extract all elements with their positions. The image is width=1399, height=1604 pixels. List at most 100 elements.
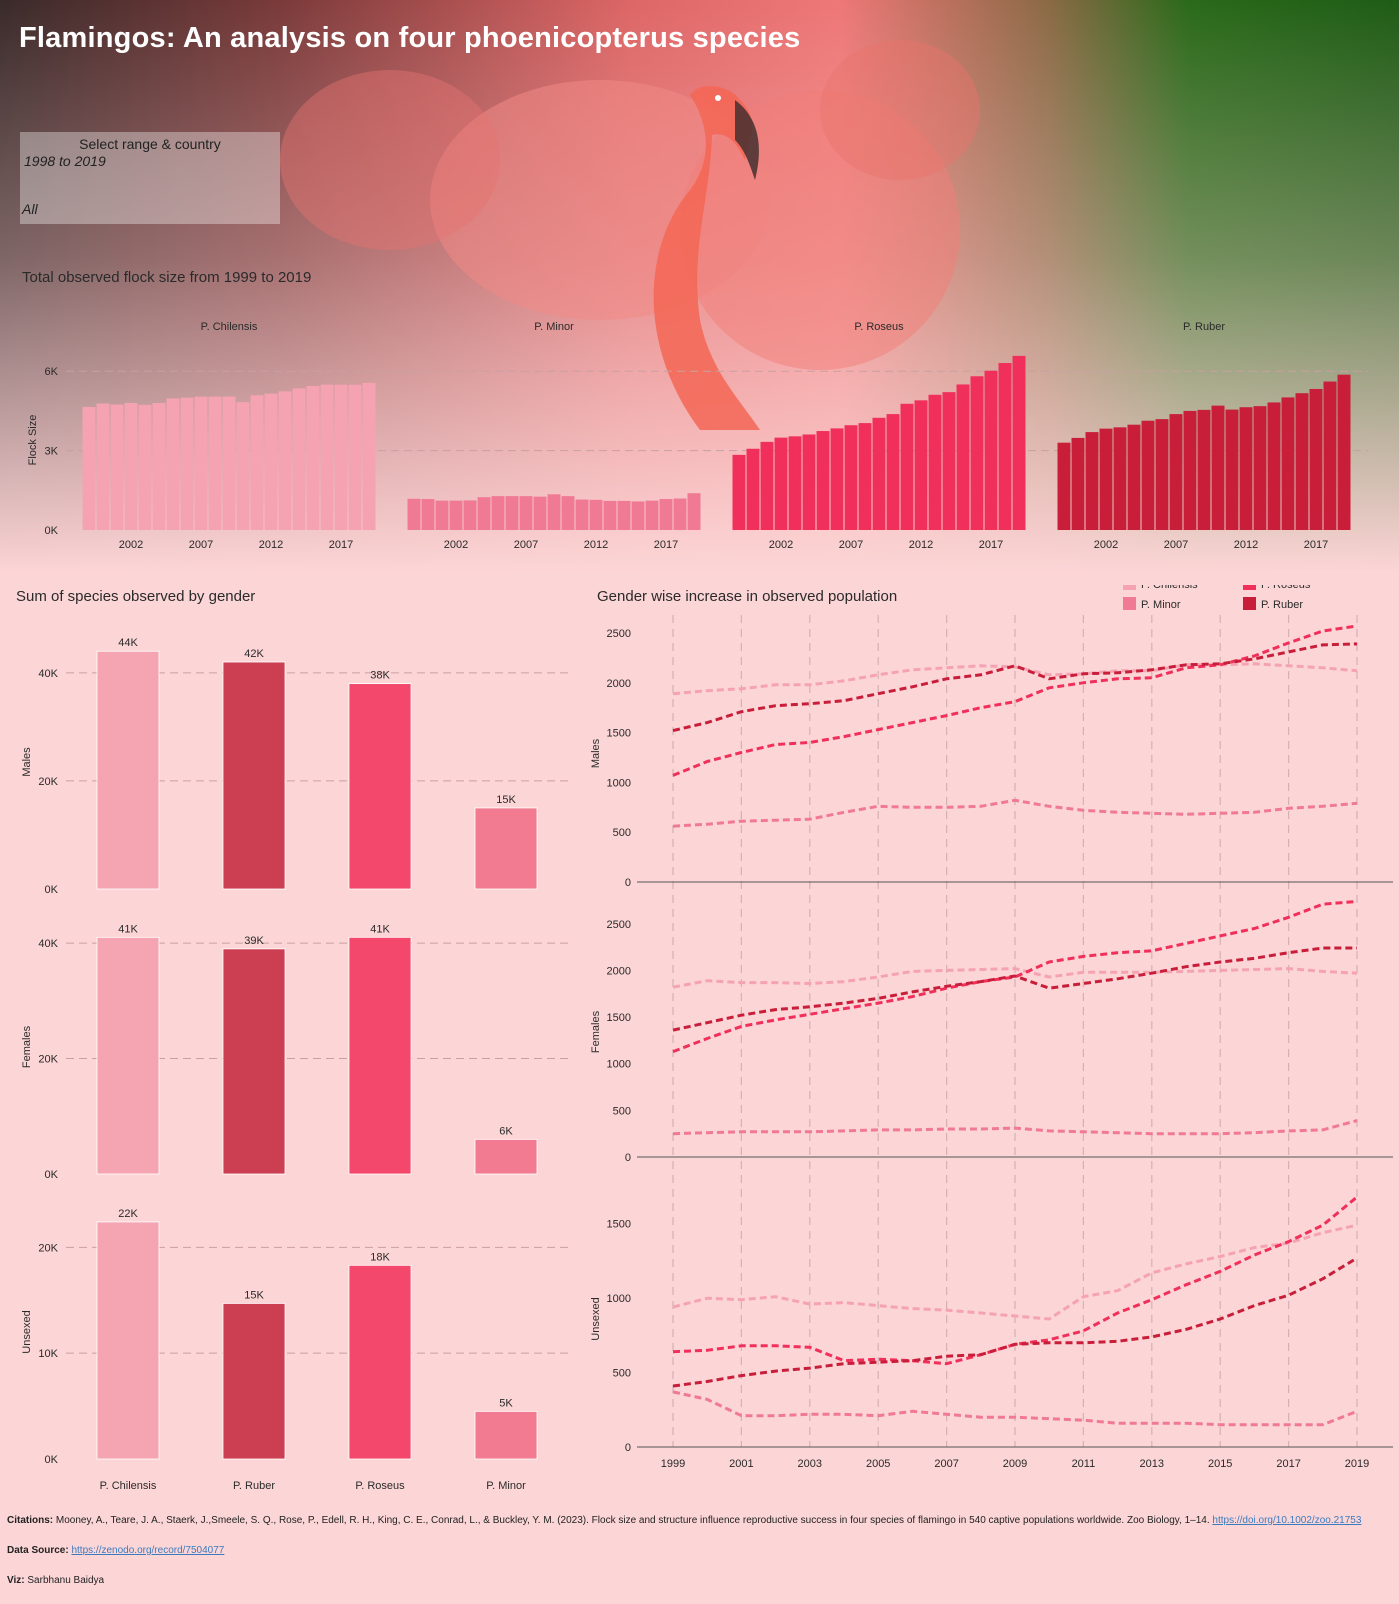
facet-title: P. Ruber — [1183, 321, 1225, 333]
bar — [449, 500, 463, 530]
legend-swatch — [1123, 585, 1136, 590]
bar — [96, 936, 160, 1175]
bar — [858, 423, 872, 530]
series-line — [672, 1223, 1358, 1321]
panel-title: Females — [590, 1010, 602, 1053]
bar — [760, 441, 774, 530]
y-tick-label: 1000 — [607, 1293, 631, 1305]
x-tick-label: 2011 — [1072, 1458, 1096, 1470]
bar — [1099, 428, 1113, 530]
bar — [1012, 355, 1026, 530]
bar — [1071, 437, 1085, 530]
bar — [435, 500, 449, 530]
series-line — [672, 662, 1358, 696]
bar — [505, 496, 519, 530]
citation-text: Mooney, A., Teare, J. A., Staerk, J.,Sme… — [55, 1515, 1210, 1526]
bar — [1155, 419, 1169, 530]
country-filter[interactable]: All — [22, 201, 38, 217]
bar — [519, 496, 533, 530]
bar — [631, 501, 645, 530]
citations-footer: Citations: Mooney, A., Teare, J. A., Sta… — [7, 1514, 1397, 1604]
viz-label: Viz: — [7, 1575, 25, 1586]
legend-swatch — [1243, 585, 1256, 590]
x-tick-label: 2012 — [584, 539, 608, 551]
y-tick-label: 3K — [45, 446, 59, 458]
bar — [1323, 381, 1337, 530]
citation-link[interactable]: https://doi.org/10.1002/zoo.21753 — [1212, 1515, 1362, 1526]
x-tick-label: 2007 — [934, 1458, 958, 1470]
x-tick-label: 2015 — [1208, 1458, 1232, 1470]
legend-label: P. Chilensis — [1141, 585, 1198, 591]
series-line — [672, 624, 1358, 777]
bar — [166, 398, 180, 530]
x-tick-label: 2007 — [514, 539, 538, 551]
x-tick-label: 2017 — [1276, 1458, 1300, 1470]
bar — [1169, 414, 1183, 530]
bar — [474, 807, 538, 890]
y-tick-label: 40K — [38, 668, 58, 680]
bar — [96, 650, 160, 890]
data-label: 42K — [244, 648, 264, 660]
x-tick-label: 2002 — [444, 539, 468, 551]
bar — [732, 454, 746, 530]
bar — [645, 500, 659, 530]
series-line — [672, 1256, 1358, 1388]
bar — [788, 436, 802, 530]
x-tick-label: 1999 — [661, 1458, 685, 1470]
panel-title: Males — [590, 738, 602, 768]
panel-title: Males — [21, 747, 33, 777]
y-tick-label: 500 — [613, 827, 631, 839]
bar — [928, 394, 942, 530]
bar — [547, 494, 561, 530]
bar — [474, 1410, 538, 1460]
data-label: 41K — [370, 923, 390, 935]
page-title: Flamingos: An analysis on four phoenicop… — [19, 22, 801, 54]
data-label: 15K — [496, 794, 516, 806]
data-label: 5K — [499, 1397, 513, 1409]
bar — [1085, 432, 1099, 530]
bar — [1057, 442, 1071, 530]
bar — [1113, 427, 1127, 530]
bar — [1239, 407, 1253, 530]
bar — [872, 417, 886, 530]
gender-trend-panels: 1999 2001 2003 2005 2007 2009 2011 2013 2015 2017… — [590, 615, 1393, 1470]
series-line — [672, 1119, 1358, 1136]
x-tick-label: P. Chilensis — [100, 1480, 157, 1492]
bar — [222, 396, 236, 530]
bar — [96, 1221, 160, 1460]
bar — [110, 404, 124, 530]
x-tick-label: 2002 — [1094, 539, 1118, 551]
year-range-filter[interactable]: 1998 to 2019 — [24, 153, 106, 169]
bar — [278, 391, 292, 530]
y-tick-label: 1500 — [607, 728, 631, 740]
x-tick-label: 2005 — [866, 1458, 890, 1470]
facet-title: P. Minor — [534, 321, 574, 333]
flock-size-chart: Total observed flock size from 1999 to 2… — [22, 269, 1368, 551]
bar — [886, 414, 900, 530]
x-tick-label: 2007 — [1164, 539, 1188, 551]
data-source-link[interactable]: https://zenodo.org/record/7504077 — [71, 1545, 225, 1556]
series-line — [672, 899, 1358, 1054]
legend-label: P. Roseus — [1261, 585, 1311, 591]
bar — [844, 425, 858, 530]
bar — [1211, 405, 1225, 530]
series-line — [672, 798, 1358, 828]
panel-title: Females — [21, 1025, 33, 1068]
bar — [96, 403, 110, 530]
x-tick-label: P. Minor — [486, 1480, 526, 1492]
bar — [222, 1303, 286, 1460]
bar — [1295, 393, 1309, 530]
y-tick-label: 0 — [625, 877, 631, 889]
x-tick-label: 2009 — [1003, 1458, 1027, 1470]
bar — [561, 496, 575, 530]
filter-panel[interactable]: Select range & country 1998 to 2019 All — [20, 132, 280, 224]
bar — [1141, 420, 1155, 530]
y-tick-label: 0K — [45, 525, 59, 537]
y-tick-label: 0 — [625, 1442, 631, 1454]
bar — [659, 499, 673, 530]
y-tick-label: 0K — [45, 1454, 59, 1466]
bar — [152, 402, 166, 530]
y-tick-label: 500 — [613, 1105, 631, 1117]
x-tick-label: 2012 — [909, 539, 933, 551]
x-tick-label: 2007 — [839, 539, 863, 551]
